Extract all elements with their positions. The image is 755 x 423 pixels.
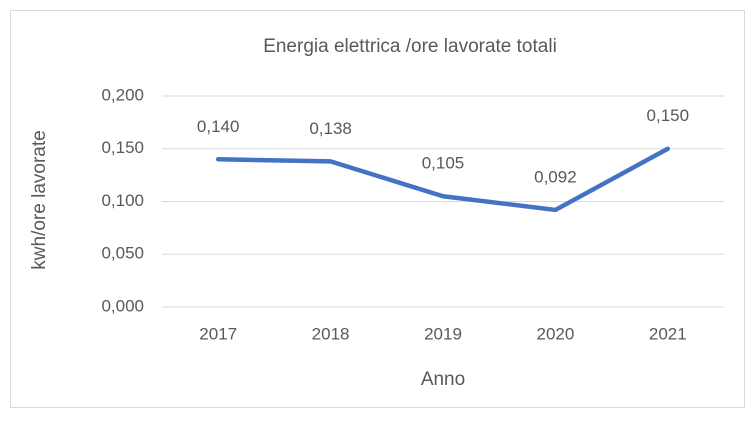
y-tick-label: 0,000 xyxy=(101,296,144,315)
y-axis-label: kwh/ore lavorate xyxy=(29,130,50,269)
x-tick-label: 2020 xyxy=(536,324,574,343)
data-label: 0,105 xyxy=(422,154,465,173)
data-label: 0,140 xyxy=(197,117,240,136)
line-series xyxy=(215,146,671,213)
chart-border xyxy=(10,10,745,408)
y-tick-label: 0,200 xyxy=(101,85,144,104)
data-label: 0,138 xyxy=(309,119,352,138)
data-label: 0,150 xyxy=(647,106,690,125)
chart-title: Energia elettrica /ore lavorate totali xyxy=(263,36,557,57)
x-tick-label: 2021 xyxy=(649,324,687,343)
x-tick-label: 2019 xyxy=(424,324,462,343)
x-tick-label: 2018 xyxy=(312,324,350,343)
x-axis-label: Anno xyxy=(421,369,465,390)
y-tick-label: 0,050 xyxy=(101,244,144,263)
y-tick-label: 0,100 xyxy=(101,191,144,210)
y-tick-label: 0,150 xyxy=(101,138,144,157)
x-tick-label: 2017 xyxy=(199,324,237,343)
data-label: 0,092 xyxy=(534,167,577,186)
